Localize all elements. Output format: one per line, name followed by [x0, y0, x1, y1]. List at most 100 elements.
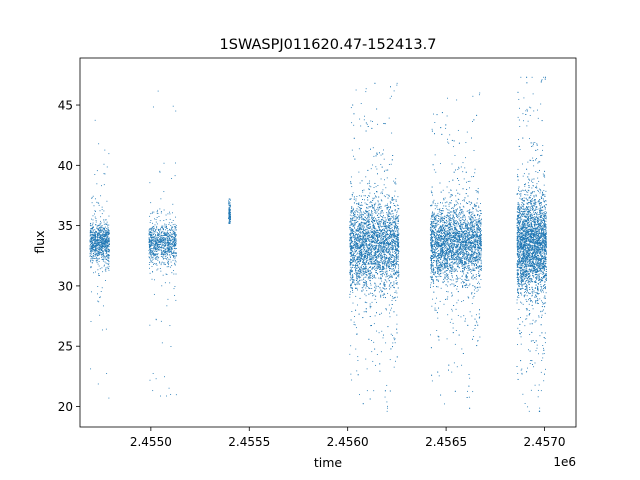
data-point	[386, 212, 388, 213]
data-point	[359, 224, 361, 226]
data-point	[152, 252, 154, 254]
data-point	[152, 271, 153, 272]
data-point	[358, 214, 360, 216]
data-point	[394, 243, 396, 245]
data-point	[89, 235, 91, 237]
data-point	[170, 246, 171, 248]
data-point	[357, 289, 358, 291]
data-point	[90, 245, 91, 247]
data-point	[364, 230, 365, 232]
data-point	[385, 219, 387, 221]
data-point	[150, 243, 152, 245]
data-point	[367, 228, 369, 230]
data-point	[103, 254, 105, 256]
data-point	[371, 232, 373, 234]
data-point	[379, 205, 381, 207]
data-point	[161, 285, 163, 287]
data-point	[158, 235, 160, 237]
data-point	[168, 258, 170, 260]
data-point	[150, 213, 152, 215]
data-point	[350, 277, 352, 279]
data-point	[379, 283, 381, 284]
data-point	[383, 284, 385, 286]
data-point	[98, 242, 100, 244]
data-point	[354, 212, 356, 214]
data-point	[105, 246, 107, 248]
data-point	[173, 236, 174, 238]
data-point	[96, 240, 98, 241]
data-point	[161, 247, 163, 249]
data-point	[165, 273, 167, 275]
data-point	[359, 259, 361, 261]
data-point	[151, 228, 153, 230]
data-point	[360, 215, 362, 217]
data-point	[376, 256, 378, 258]
data-point	[106, 245, 108, 247]
data-point	[369, 223, 371, 225]
data-point	[151, 212, 153, 214]
data-point	[362, 245, 364, 247]
data-point	[367, 211, 369, 212]
data-point	[356, 237, 358, 238]
data-point	[108, 254, 110, 256]
data-point	[98, 261, 100, 262]
data-point	[162, 258, 164, 260]
data-point	[365, 267, 367, 269]
data-point	[148, 253, 150, 255]
data-point	[380, 219, 382, 221]
data-point	[94, 216, 96, 218]
data-point	[351, 271, 353, 273]
data-point	[99, 252, 101, 254]
data-point	[386, 242, 387, 244]
data-point	[91, 218, 92, 220]
data-point	[91, 240, 93, 242]
data-point	[375, 241, 377, 243]
data-point	[99, 251, 101, 253]
data-point	[175, 235, 177, 237]
data-point	[392, 265, 394, 267]
data-point	[391, 230, 393, 232]
data-point	[382, 229, 384, 231]
data-point	[95, 235, 97, 237]
data-point	[364, 267, 366, 269]
data-point	[103, 236, 105, 238]
data-point	[388, 244, 390, 246]
data-point	[228, 210, 230, 212]
data-point	[389, 259, 391, 261]
data-point	[367, 195, 369, 197]
data-point	[107, 235, 109, 237]
data-point	[388, 259, 390, 260]
data-point	[361, 279, 363, 281]
data-point	[364, 238, 366, 240]
data-point	[387, 246, 389, 248]
data-point	[106, 252, 108, 254]
data-point	[96, 227, 98, 229]
data-point	[370, 214, 372, 216]
data-point	[175, 229, 177, 231]
data-point	[148, 256, 150, 258]
data-point	[103, 250, 104, 252]
data-point	[105, 244, 107, 246]
data-point	[148, 239, 150, 241]
data-point	[166, 266, 168, 268]
data-point	[389, 270, 391, 271]
data-point	[351, 240, 353, 242]
data-point	[155, 258, 157, 260]
data-point	[392, 238, 393, 240]
data-point	[151, 235, 152, 237]
data-point	[381, 246, 383, 248]
data-point	[150, 235, 152, 236]
data-point	[358, 250, 360, 252]
data-point	[369, 277, 371, 279]
data-point	[174, 286, 176, 287]
data-point	[356, 278, 358, 280]
data-point	[387, 262, 389, 264]
data-point	[175, 248, 177, 249]
data-point	[367, 236, 369, 237]
data-point	[358, 148, 360, 150]
data-point	[103, 233, 105, 235]
data-point	[351, 242, 353, 244]
data-point	[380, 274, 382, 276]
data-point	[389, 316, 391, 318]
data-point	[228, 207, 230, 209]
